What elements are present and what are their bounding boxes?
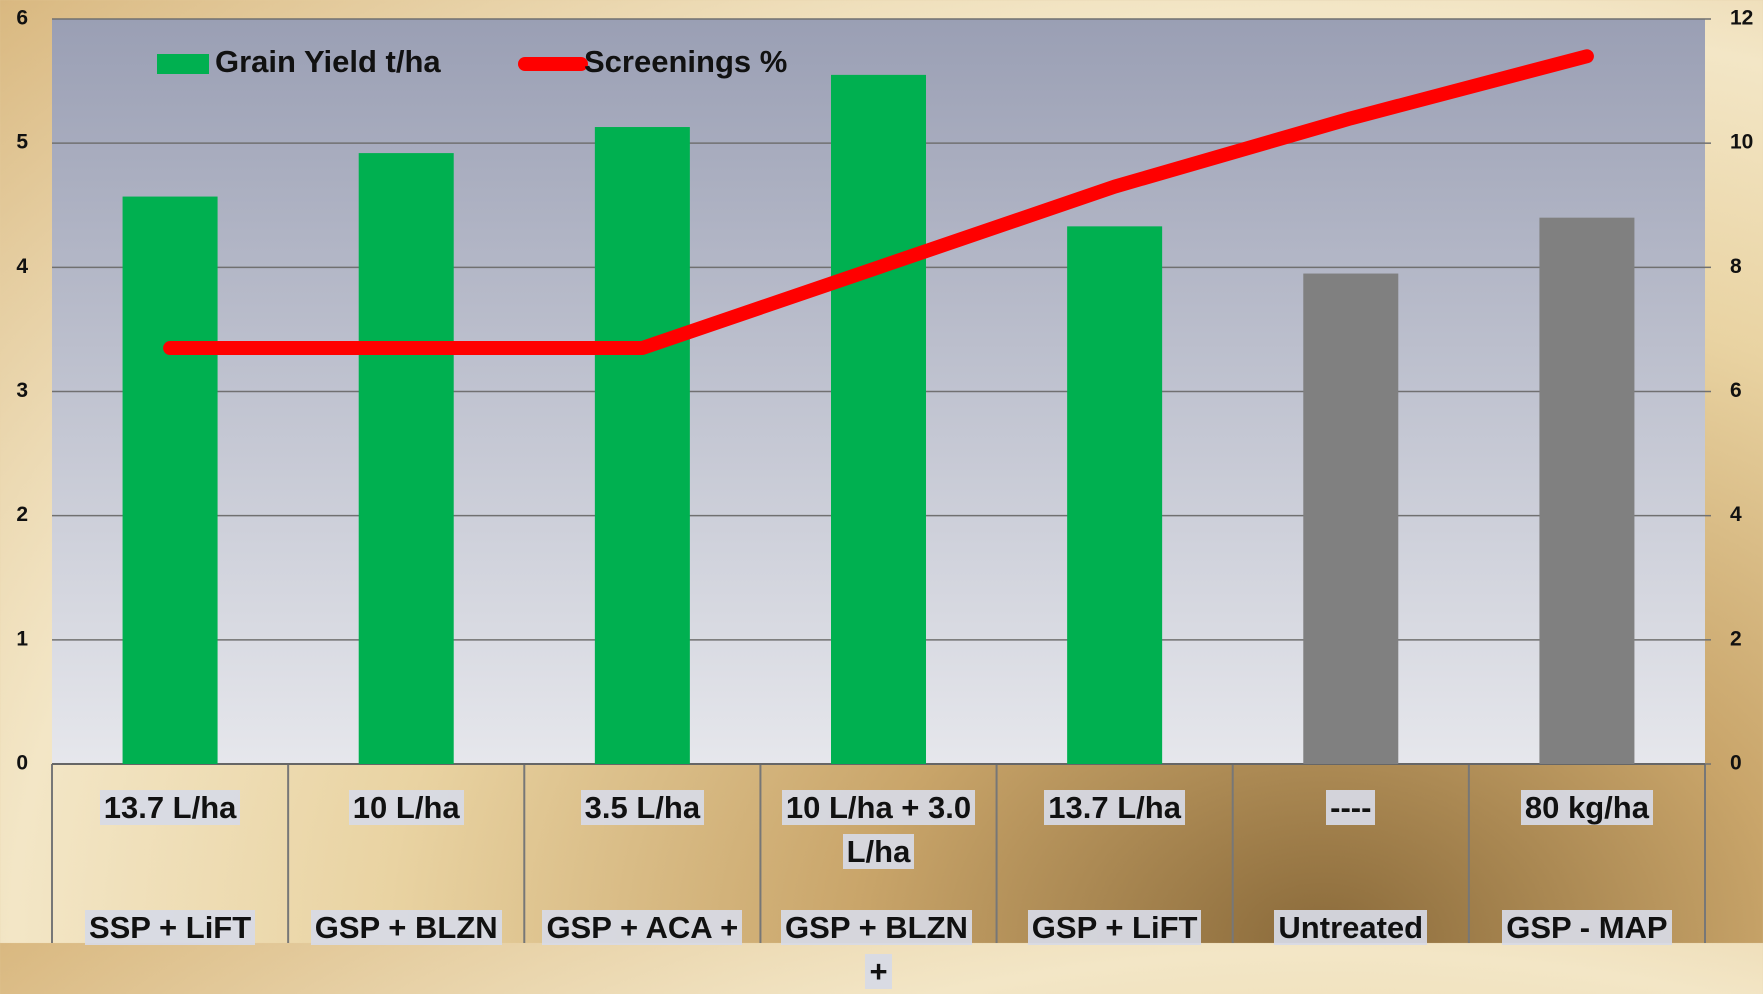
x-tick-label-text: GSP + ACA + — [542, 910, 742, 945]
y2-tick-label: 0 — [1730, 752, 1742, 775]
y2-tick-label: 2 — [1730, 627, 1742, 650]
rate-label-text: 3.5 L/ha — [581, 790, 704, 825]
bar — [123, 197, 218, 764]
y2-tick-label: 6 — [1730, 379, 1742, 402]
x-tick-label-text: GSP + BLZN — [311, 910, 502, 945]
legend-label: Screenings % — [584, 44, 787, 79]
x-tick-label: GSP + BLZN — [298, 906, 514, 950]
bar — [831, 75, 926, 764]
x-tick-label: Untreated — [1243, 906, 1459, 950]
rate-label: 13.7 L/ha — [62, 786, 278, 830]
legend-label: Grain Yield t/ha — [215, 44, 441, 79]
y2-tick-label: 12 — [1730, 7, 1753, 30]
rate-label-text: 13.7 L/ha — [100, 790, 241, 825]
x-tick-label: GSP - MAP — [1479, 906, 1695, 950]
rate-label: 3.5 L/ha — [534, 786, 750, 830]
x-tick-label: GSP + LiFT — [1007, 906, 1223, 950]
rate-label: ---- — [1243, 786, 1459, 830]
x-tick-label: GSP + ACA + — [534, 906, 750, 950]
rate-label: 10 L/ha — [298, 786, 514, 830]
x-tick-label-text: SSP + LiFT — [85, 910, 255, 945]
x-tick-label-text: Untreated — [1274, 910, 1427, 945]
bar — [595, 127, 690, 764]
y-tick-label: 2 — [16, 503, 28, 526]
y2-tick-label: 8 — [1730, 255, 1742, 278]
y-tick-label: 5 — [16, 131, 28, 154]
y-tick-label: 1 — [16, 627, 28, 650]
x-tick-label-text: GSP + LiFT — [1028, 910, 1202, 945]
legend-swatch — [157, 54, 209, 74]
page: {"chart_data": {"type": "bar", "categori… — [0, 0, 1763, 943]
rate-label-text: 13.7 L/ha — [1044, 790, 1185, 825]
rate-label-text: 10 L/ha + 3.0 L/ha — [782, 790, 975, 869]
y2-tick-label: 10 — [1730, 131, 1753, 154]
rate-label-text: 80 kg/ha — [1521, 790, 1653, 825]
rate-label: 10 L/ha + 3.0 L/ha — [770, 786, 986, 874]
bar — [1303, 274, 1398, 764]
y2-tick-label: 4 — [1730, 503, 1742, 526]
bar — [1067, 226, 1162, 764]
bar — [1539, 218, 1634, 764]
y-tick-label: 3 — [16, 379, 28, 402]
y-tick-label: 0 — [16, 752, 28, 775]
y-tick-label: 6 — [16, 7, 28, 30]
rate-label: 80 kg/ha — [1479, 786, 1695, 830]
bar — [359, 153, 454, 764]
x-tick-label-text: GSP + BLZN + — [781, 910, 972, 989]
rate-label-text: ---- — [1326, 790, 1375, 825]
x-tick-label-text: GSP - MAP — [1502, 910, 1671, 945]
rate-label: 13.7 L/ha — [1007, 786, 1223, 830]
rate-label-text: 10 L/ha — [349, 790, 464, 825]
y-tick-label: 4 — [16, 255, 28, 278]
x-tick-label: GSP + BLZN + — [770, 906, 986, 994]
x-tick-label: SSP + LiFT — [62, 906, 278, 950]
